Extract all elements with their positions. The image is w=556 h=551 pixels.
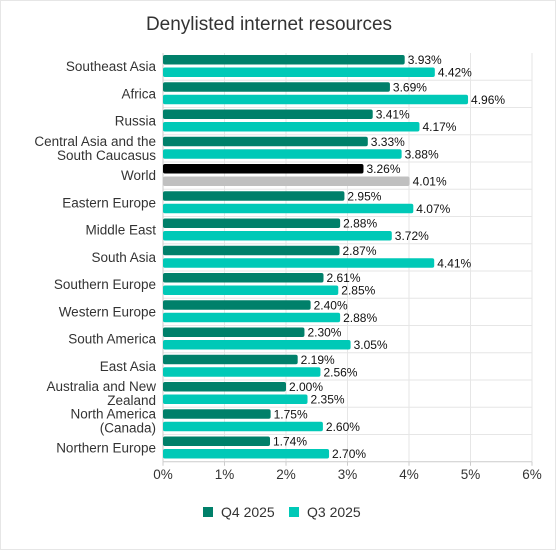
data-label: 3.69% [393,80,427,94]
data-label: 3.41% [376,108,410,122]
bar-q3[interactable] [163,285,339,296]
x-tick-label: 5% [461,467,481,482]
data-label: 1.75% [274,407,308,421]
bar-q3[interactable] [163,394,308,405]
data-label: 4.96% [471,93,505,107]
data-label: 2.88% [343,311,377,325]
bar-q4[interactable] [163,273,324,283]
bar-q4[interactable] [163,55,405,65]
data-label: 2.95% [347,189,381,203]
data-label: 2.61% [327,271,361,285]
bar-q4[interactable] [163,327,305,338]
data-label: 2.56% [323,365,357,379]
bar-q3[interactable] [163,67,435,78]
data-label: 4.07% [416,202,450,216]
bar-q3[interactable] [163,367,321,377]
legend-swatch [203,507,213,517]
data-label: 1.74% [273,435,307,449]
category-label: South Caucasus [57,148,156,163]
data-label: 2.19% [301,353,335,367]
bar-q4[interactable] [163,218,341,229]
data-label: 2.00% [289,380,323,394]
bar-q4[interactable] [163,382,286,392]
data-label: 2.40% [314,298,348,312]
bar-q3[interactable] [163,94,469,105]
category-labels: Southeast Asia Africa Russia Central Asia a… [34,59,156,456]
data-label: 2.30% [307,326,341,340]
x-axis-ticks: 0% 1% 2% 3% 4% 5% 6% [153,461,542,482]
legend-label: Q4 2025 [221,504,275,520]
bar-q3[interactable] [163,149,402,159]
bar-q4[interactable] [163,82,390,92]
bar-q4[interactable] [163,300,311,310]
bar-q3[interactable] [163,449,330,459]
bar-q4[interactable] [163,245,340,256]
bar-q3[interactable] [163,231,392,241]
bar-q4[interactable] [163,436,271,447]
data-label: 2.35% [311,393,345,407]
data-label: 3.33% [371,135,405,149]
bar-q3[interactable] [163,176,410,187]
category-label: Northern Europe [56,441,156,456]
data-label: 2.85% [341,284,375,298]
bar-q3[interactable] [163,203,414,214]
x-tick-label: 3% [338,467,358,482]
category-label: East Asia [100,359,157,374]
category-label: Western Europe [59,304,156,319]
data-label: 3.72% [395,229,429,243]
bar-q3[interactable] [163,122,420,132]
category-label: Zealand [107,393,156,408]
x-tick-label: 0% [153,467,173,482]
legend-item[interactable]: Q3 2025 [289,504,361,520]
legend-item[interactable]: Q4 2025 [203,504,275,520]
category-label: Australia and New [46,379,156,394]
chart-title: Denylisted internet resources [146,14,392,35]
data-label: 2.88% [343,217,377,231]
category-label: Eastern Europe [62,195,156,210]
bar-q4[interactable] [163,164,364,174]
bar-q3[interactable] [163,340,351,350]
category-label: Africa [121,86,156,101]
category-label: Russia [115,114,157,129]
x-tick-label: 6% [522,467,542,482]
category-label: Southern Europe [54,277,156,292]
category-label: Central Asia and the [34,134,156,149]
x-tick-label: 2% [276,467,296,482]
legend-swatch [289,507,299,517]
bar-q4[interactable] [163,191,345,201]
x-tick-label: 4% [399,467,419,482]
category-label: (Canada) [100,420,156,435]
bars [163,55,469,459]
bar-q4[interactable] [163,409,271,419]
legend[interactable]: Q4 2025 Q3 2025 [203,504,361,520]
data-label: 2.70% [332,447,366,461]
x-tick-label: 1% [215,467,235,482]
data-label: 4.17% [422,120,456,134]
bar-q4[interactable] [163,354,298,365]
category-label: South America [68,332,156,347]
category-label: North America [70,406,156,421]
bar-q4[interactable] [163,109,373,120]
bar-q3[interactable] [163,421,323,432]
data-labels: 3.93%4.42% 3.69% 4.96% 3.41% 4.17% 3.33%3.88%… [273,53,505,461]
data-label: 4.42% [438,66,472,80]
data-label: 3.88% [405,147,439,161]
data-label: 4.01% [413,175,447,189]
bar-q3[interactable] [163,258,435,268]
legend-label: Q3 2025 [307,504,361,520]
category-label: South Asia [91,250,156,265]
data-label: 2.60% [326,420,360,434]
bar-q4[interactable] [163,136,368,147]
data-label: 2.87% [343,244,377,258]
data-label: 3.26% [366,162,400,176]
category-label: Middle East [85,223,156,238]
category-label: Southeast Asia [66,59,157,74]
data-label: 4.41% [437,256,471,270]
bar-q3[interactable] [163,312,341,323]
data-label: 3.93% [408,53,442,67]
category-label: World [121,168,156,183]
data-label: 3.05% [354,338,388,352]
